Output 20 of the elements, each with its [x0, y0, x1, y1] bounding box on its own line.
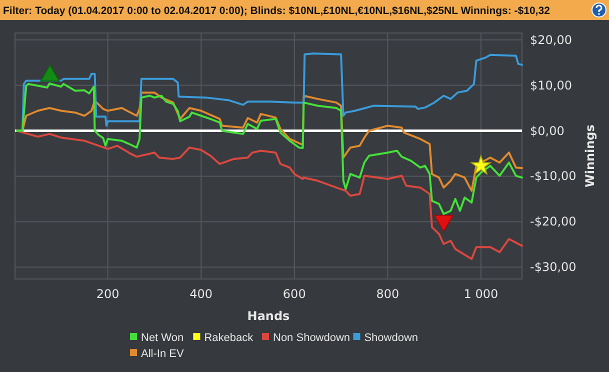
y-tick-label: -$20,00: [530, 214, 576, 229]
y-tick-label: $0,00: [530, 124, 564, 138]
line-series: [16, 130, 523, 260]
x-tick-label: 600: [282, 287, 306, 301]
x-tick-label: 200: [96, 287, 120, 301]
y-tick-label: $20,00: [530, 32, 572, 47]
x-tick-label: 800: [376, 287, 400, 301]
y-axis-title: Winnings: [583, 124, 597, 188]
y-tick-label: -$30,00: [530, 260, 576, 274]
y-tick-label: -$10,00: [530, 169, 576, 184]
x-tick-label: 400: [190, 287, 213, 301]
x-axis-title: Hands: [247, 309, 290, 323]
chart-title: Filter: Today (01.04.2017 0:00 to 02.04.2017 0:00); Blinds: $10NL,£10NL,€10NL,$16NL,$25NL Winnings: -$10,32: [3, 5, 550, 17]
legend-label: Net Won: [141, 332, 184, 344]
legend-label: Showdown: [364, 332, 418, 344]
x-tick-label: 1 000: [464, 287, 498, 301]
legend-label: All-In EV: [141, 348, 184, 360]
legend-label: Rakeback: [204, 332, 254, 344]
y-tick-label: $10,00: [530, 78, 572, 92]
legend-label: Non Showdown: [273, 332, 350, 344]
